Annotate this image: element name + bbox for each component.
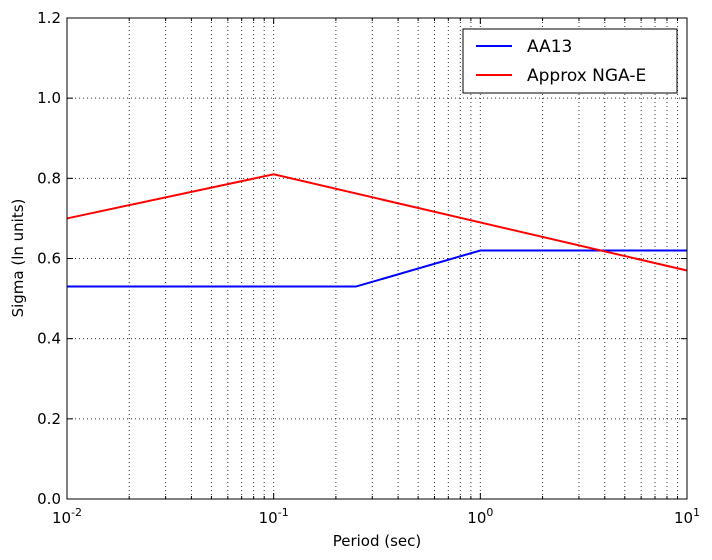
y-tick-label: 0.4 [37, 330, 61, 348]
legend-box [462, 28, 678, 94]
y-tick-label: 1.2 [37, 9, 61, 27]
x-tick-label: 10-1 [259, 506, 289, 527]
x-tick-label: 101 [674, 506, 700, 527]
x-tick-label: 10-2 [52, 506, 82, 527]
x-tick-label: 100 [467, 506, 493, 527]
x-tick-labels: 10-2 10-1 100 101 [52, 506, 700, 527]
series-line-approx-nga-e [66, 173, 688, 272]
legend-label: AA13 [527, 37, 572, 57]
x-axis-title: Period (sec) [333, 532, 422, 550]
legend: AA13 Approx NGA-E [462, 28, 678, 94]
legend-label: Approx NGA-E [527, 66, 646, 86]
y-tick-label: 0.8 [37, 169, 61, 187]
series-line-aa13 [67, 249, 687, 288]
y-tick-label: 0.6 [37, 250, 61, 268]
grid-lines [67, 18, 687, 499]
series-lines [66, 173, 688, 288]
y-tick-label: 0.0 [37, 490, 61, 508]
y-tick-labels: 0.0 0.2 0.4 0.6 0.8 1.0 1.2 [37, 9, 61, 508]
y-tick-label: 0.2 [37, 410, 61, 428]
y-axis-title: Sigma (ln units) [9, 199, 27, 318]
ticks [66, 17, 687, 500]
y-tick-label: 1.0 [37, 89, 61, 107]
